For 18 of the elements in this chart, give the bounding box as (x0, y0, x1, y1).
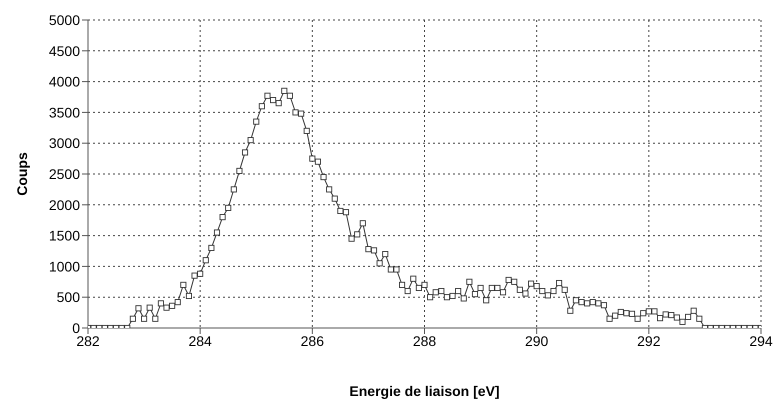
y-tick-label: 5000 (48, 12, 80, 28)
x-tick-label: 294 (749, 332, 773, 349)
y-axis-title: Coups (14, 152, 30, 196)
y-tick-label: 4000 (48, 74, 80, 90)
x-tick-label: 292 (637, 332, 661, 349)
y-tick-label: 3000 (48, 135, 80, 152)
y-tick-label: 3500 (48, 104, 80, 120)
y-tick-label: 500 (56, 289, 80, 306)
y-tick-label: 4500 (48, 42, 80, 59)
y-tick-label: 1000 (48, 258, 80, 274)
x-axis-title: Energie de liaison [eV] (349, 383, 500, 399)
x-tick-label: 286 (300, 332, 324, 349)
y-tick-label: 1500 (48, 228, 80, 244)
x-tick-label: 288 (412, 332, 436, 349)
y-tick-label: 2500 (48, 166, 80, 182)
x-tick-label: 284 (188, 332, 212, 349)
x-tick-label: 290 (524, 332, 549, 349)
y-tick-label: 2000 (48, 196, 80, 213)
